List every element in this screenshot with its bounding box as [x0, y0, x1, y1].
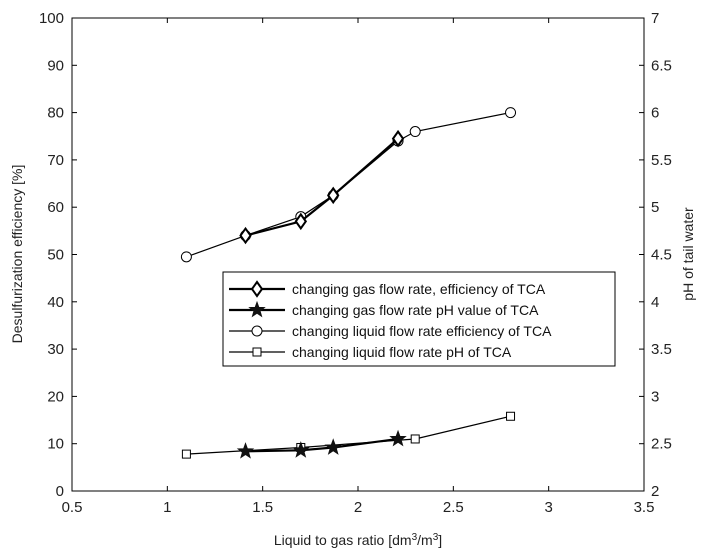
x-tick-label: 3: [544, 499, 552, 516]
left-tick-label: 70: [47, 152, 64, 169]
left-axis-label: Desulfurization efficiency [%]: [9, 165, 25, 344]
legend-entry: changing liquid flow rate pH of TCA: [229, 344, 512, 360]
left-tick-label: 50: [47, 247, 64, 264]
left-tick-label: 100: [39, 10, 64, 27]
legend-marker-circle: [251, 325, 263, 337]
series-layer: [180, 107, 517, 459]
legend-entry: changing gas flow rate pH value of TCA: [229, 300, 539, 318]
x-tick-label: 2.5: [443, 499, 464, 516]
plot-area: [71, 17, 645, 492]
right-tick-label: 5.5: [651, 152, 672, 169]
legend-label: changing liquid flow rate pH of TCA: [292, 344, 512, 360]
data-point-square: [181, 449, 191, 459]
left-tick-label: 80: [47, 105, 64, 122]
legend: changing gas flow rate, efficiency of TC…: [222, 271, 616, 367]
right-tick-label: 2.5: [651, 436, 672, 453]
right-axis-label: pH of tail water: [680, 207, 696, 301]
left-tick-label: 40: [47, 294, 64, 311]
x-tick-label: 2: [354, 499, 362, 516]
x-tick-label: 3.5: [634, 499, 655, 516]
data-point-star: [389, 429, 407, 447]
left-tick-label: 60: [47, 199, 64, 216]
data-point-square: [410, 434, 420, 444]
right-tick-label: 5: [651, 199, 659, 216]
left-axis-ticks: 0 10 20 30 40 50 60 70 80 90 100: [39, 10, 77, 500]
right-tick-label: 4.5: [651, 247, 672, 264]
data-point-diamond: [326, 186, 340, 205]
x-axis-label: Liquid to gas ratio [dm3/m3]: [274, 532, 442, 549]
legend-entries: changing gas flow rate, efficiency of TC…: [229, 280, 552, 360]
data-point-circle: [409, 126, 421, 138]
data-point-diamond: [391, 129, 405, 148]
data-point-circle: [505, 107, 517, 119]
data-point-star: [324, 438, 342, 455]
series-line-diamond: [245, 137, 399, 237]
data-point-star: [236, 442, 255, 459]
legend-label: changing liquid flow rate efficiency of …: [292, 323, 552, 339]
legend-entry: changing gas flow rate, efficiency of TC…: [229, 280, 546, 298]
right-tick-label: 3: [651, 388, 659, 405]
data-point-circle: [180, 251, 192, 263]
left-tick-label: 90: [47, 57, 64, 74]
x-axis-label-mid: /m: [417, 532, 433, 548]
data-point-star: [292, 441, 310, 458]
left-tick-label: 0: [56, 483, 64, 500]
legend-marker-square: [252, 347, 262, 357]
right-tick-label: 6.5: [651, 57, 672, 74]
x-axis-label-sup1: 3: [412, 532, 418, 543]
x-tick-label: 1: [163, 499, 171, 516]
legend-box: [222, 271, 616, 367]
left-tick-label: 30: [47, 341, 64, 358]
right-tick-label: 7: [651, 10, 659, 27]
series-diamond: [239, 129, 405, 245]
x-axis-label-suffix: ]: [438, 532, 442, 548]
x-tick-label: 0.5: [62, 499, 83, 516]
legend-marker-star: [248, 300, 266, 318]
x-axis-label-sup2: 3: [433, 532, 439, 543]
left-tick-label: 10: [47, 436, 64, 453]
legend-label: changing gas flow rate pH value of TCA: [292, 302, 539, 318]
data-point-diamond: [294, 212, 308, 231]
x-axis-label-prefix: Liquid to gas ratio [dm: [274, 532, 412, 548]
x-tick-label: 1.5: [252, 499, 273, 516]
data-point-square: [506, 411, 516, 421]
x-axis-ticks: 0.5 1 1.5 2 2.5 3 3.5: [62, 18, 655, 516]
data-point-diamond: [239, 226, 252, 245]
legend-marker-diamond: [250, 280, 264, 298]
series-line-star: [245, 437, 399, 453]
legend-entry: changing liquid flow rate efficiency of …: [229, 323, 552, 339]
right-tick-label: 4: [651, 294, 659, 311]
legend-label: changing gas flow rate, efficiency of TC…: [292, 281, 546, 297]
right-tick-label: 3.5: [651, 341, 672, 358]
right-tick-label: 2: [651, 483, 659, 500]
right-axis-ticks: 2 2.5 3 3.5 4 4.5 5 5.5 6 6.5 7: [639, 10, 672, 500]
right-tick-label: 6: [651, 105, 659, 122]
left-tick-label: 20: [47, 388, 64, 405]
series-star: [236, 429, 407, 459]
